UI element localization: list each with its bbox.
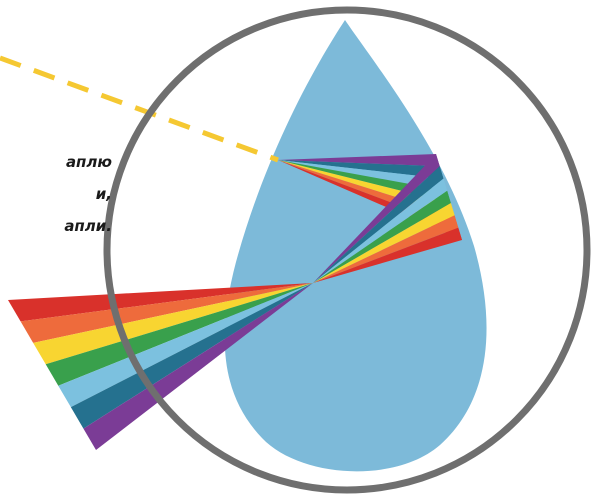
reflected-band-2 bbox=[313, 166, 444, 283]
exit-outer-band-4 bbox=[45, 283, 313, 386]
exit-outer-band-5 bbox=[58, 283, 314, 408]
exit-spectrum-outside bbox=[8, 283, 314, 450]
caption-line-3: апли. bbox=[64, 217, 112, 235]
caption-text: аплю и, апли. bbox=[0, 146, 112, 242]
reflected-band-6 bbox=[313, 215, 459, 283]
exit-outer-band-7 bbox=[83, 283, 313, 450]
reflected-band-4 bbox=[313, 190, 451, 283]
reflected-band-3 bbox=[313, 178, 448, 283]
refracted-band-1 bbox=[278, 154, 440, 167]
exit-outer-band-6 bbox=[70, 283, 313, 429]
refracted-band-3 bbox=[278, 160, 448, 191]
reflected-band-1 bbox=[313, 154, 440, 283]
reflected-band-7 bbox=[313, 227, 462, 283]
exit-outer-band-2 bbox=[20, 283, 313, 343]
caption-line-1: аплю bbox=[65, 153, 112, 171]
exit-outer-band-3 bbox=[33, 283, 314, 365]
refracted-band-4 bbox=[278, 160, 451, 204]
reflected-band-5 bbox=[313, 203, 455, 283]
reflected-fan bbox=[313, 154, 462, 283]
refracted-band-2 bbox=[278, 160, 444, 179]
magnifier-circle-icon bbox=[103, 6, 591, 494]
exit-outer-band-1 bbox=[8, 283, 313, 322]
sun-ray bbox=[0, 55, 279, 163]
caption-line-2: и, bbox=[95, 185, 112, 203]
